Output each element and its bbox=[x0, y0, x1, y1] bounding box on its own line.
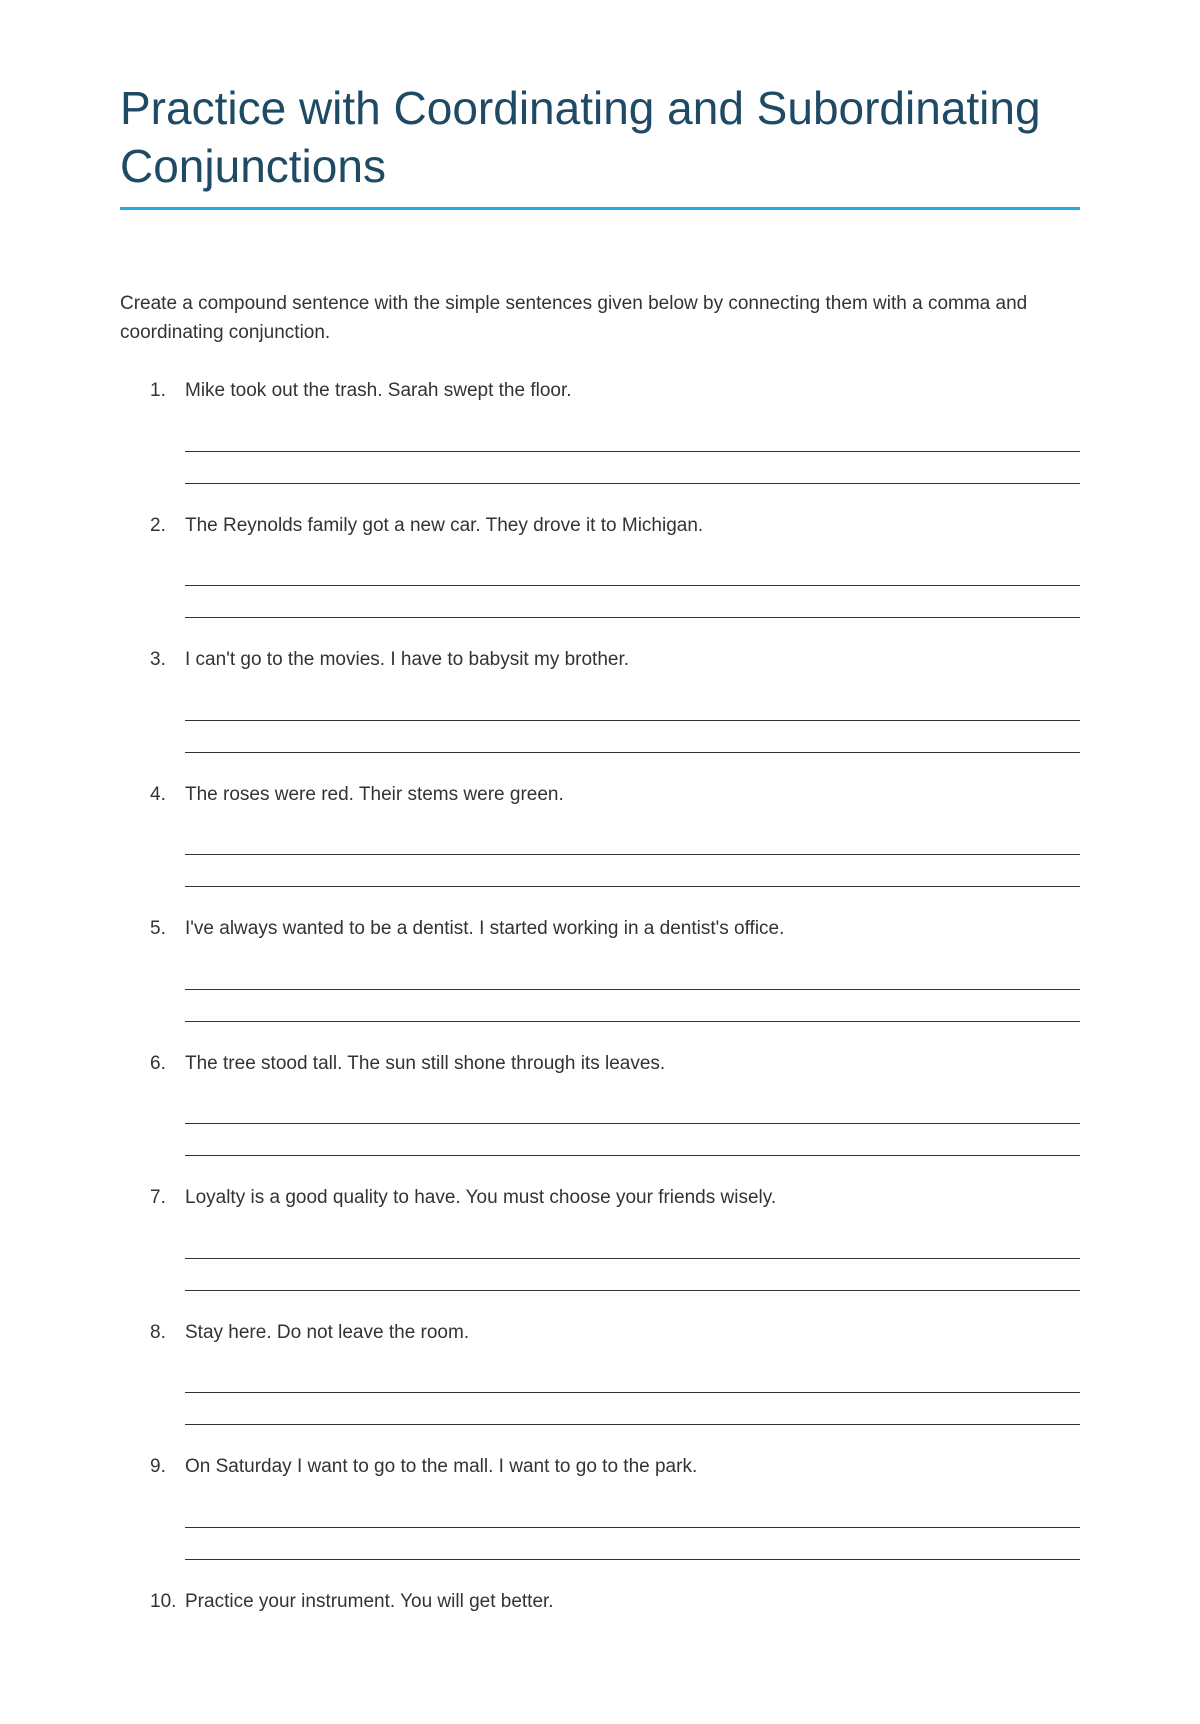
answer-line[interactable] bbox=[185, 827, 1080, 855]
question-item: 7. Loyalty is a good quality to have. Yo… bbox=[150, 1184, 1080, 1291]
answer-line[interactable] bbox=[185, 1096, 1080, 1124]
question-content: The roses were red. Their stems were gre… bbox=[185, 781, 1080, 810]
answer-lines bbox=[150, 1231, 1080, 1291]
question-number: 8. bbox=[150, 1319, 185, 1348]
answer-lines bbox=[150, 693, 1080, 753]
question-number: 7. bbox=[150, 1184, 185, 1213]
question-content: Loyalty is a good quality to have. You m… bbox=[185, 1184, 1080, 1213]
question-number: 4. bbox=[150, 781, 185, 810]
question-text: 9. On Saturday I want to go to the mall.… bbox=[150, 1453, 1080, 1482]
answer-lines bbox=[150, 1365, 1080, 1425]
question-item: 10. Practice your instrument. You will g… bbox=[150, 1588, 1080, 1617]
question-text: 2. The Reynolds family got a new car. Th… bbox=[150, 512, 1080, 541]
question-number: 3. bbox=[150, 646, 185, 675]
answer-lines bbox=[150, 558, 1080, 618]
answer-line[interactable] bbox=[185, 1231, 1080, 1259]
answer-line[interactable] bbox=[185, 962, 1080, 990]
question-number: 6. bbox=[150, 1050, 185, 1079]
question-item: 4. The roses were red. Their stems were … bbox=[150, 781, 1080, 888]
answer-line[interactable] bbox=[185, 994, 1080, 1022]
instructions-text: Create a compound sentence with the simp… bbox=[120, 290, 1080, 347]
question-item: 9. On Saturday I want to go to the mall.… bbox=[150, 1453, 1080, 1560]
question-content: Mike took out the trash. Sarah swept the… bbox=[185, 377, 1080, 406]
question-content: On Saturday I want to go to the mall. I … bbox=[185, 1453, 1080, 1482]
answer-lines bbox=[150, 424, 1080, 484]
question-number: 10. bbox=[150, 1588, 185, 1617]
question-text: 6. The tree stood tall. The sun still sh… bbox=[150, 1050, 1080, 1079]
answer-lines bbox=[150, 1500, 1080, 1560]
answer-line[interactable] bbox=[185, 1397, 1080, 1425]
answer-lines bbox=[150, 827, 1080, 887]
question-content: Stay here. Do not leave the room. bbox=[185, 1319, 1080, 1348]
page-title: Practice with Coordinating and Subordina… bbox=[120, 80, 1080, 210]
answer-line[interactable] bbox=[185, 558, 1080, 586]
question-number: 5. bbox=[150, 915, 185, 944]
question-number: 1. bbox=[150, 377, 185, 406]
question-number: 2. bbox=[150, 512, 185, 541]
answer-line[interactable] bbox=[185, 693, 1080, 721]
question-text: 3. I can't go to the movies. I have to b… bbox=[150, 646, 1080, 675]
question-item: 5. I've always wanted to be a dentist. I… bbox=[150, 915, 1080, 1022]
question-text: 7. Loyalty is a good quality to have. Yo… bbox=[150, 1184, 1080, 1213]
question-content: I can't go to the movies. I have to baby… bbox=[185, 646, 1080, 675]
question-text: 4. The roses were red. Their stems were … bbox=[150, 781, 1080, 810]
question-content: The Reynolds family got a new car. They … bbox=[185, 512, 1080, 541]
answer-line[interactable] bbox=[185, 725, 1080, 753]
question-number: 9. bbox=[150, 1453, 185, 1482]
question-item: 6. The tree stood tall. The sun still sh… bbox=[150, 1050, 1080, 1157]
question-item: 8. Stay here. Do not leave the room. bbox=[150, 1319, 1080, 1426]
question-item: 2. The Reynolds family got a new car. Th… bbox=[150, 512, 1080, 619]
question-content: The tree stood tall. The sun still shone… bbox=[185, 1050, 1080, 1079]
answer-lines bbox=[150, 962, 1080, 1022]
answer-lines bbox=[150, 1096, 1080, 1156]
answer-line[interactable] bbox=[185, 1128, 1080, 1156]
question-item: 1. Mike took out the trash. Sarah swept … bbox=[150, 377, 1080, 484]
question-content: Practice your instrument. You will get b… bbox=[185, 1588, 1080, 1617]
answer-line[interactable] bbox=[185, 859, 1080, 887]
answer-line[interactable] bbox=[185, 1532, 1080, 1560]
answer-line[interactable] bbox=[185, 1500, 1080, 1528]
answer-line[interactable] bbox=[185, 456, 1080, 484]
question-item: 3. I can't go to the movies. I have to b… bbox=[150, 646, 1080, 753]
question-text: 1. Mike took out the trash. Sarah swept … bbox=[150, 377, 1080, 406]
answer-line[interactable] bbox=[185, 590, 1080, 618]
question-text: 8. Stay here. Do not leave the room. bbox=[150, 1319, 1080, 1348]
answer-line[interactable] bbox=[185, 1365, 1080, 1393]
question-content: I've always wanted to be a dentist. I st… bbox=[185, 915, 1080, 944]
question-text: 10. Practice your instrument. You will g… bbox=[150, 1588, 1080, 1617]
question-text: 5. I've always wanted to be a dentist. I… bbox=[150, 915, 1080, 944]
answer-line[interactable] bbox=[185, 1263, 1080, 1291]
questions-list: 1. Mike took out the trash. Sarah swept … bbox=[120, 377, 1080, 1616]
answer-line[interactable] bbox=[185, 424, 1080, 452]
